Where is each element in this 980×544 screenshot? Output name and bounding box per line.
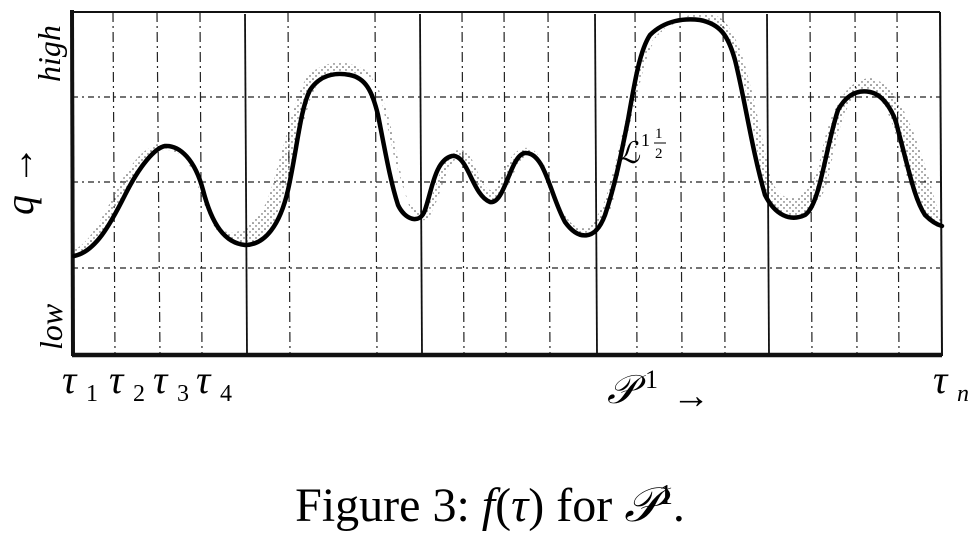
annotation-sup: 1 — [641, 130, 650, 150]
x-tick-tau2: τ — [109, 357, 125, 402]
x-tick-tau3: τ — [153, 357, 169, 402]
caption-paren-close: ) — [528, 479, 545, 532]
curve-annotation: ℒ 1 1 2 — [618, 126, 666, 170]
svg-text:→: → — [672, 375, 710, 417]
x-axis-title: 𝒫 1 → — [607, 365, 710, 417]
x-tick-tau4: τ — [196, 357, 212, 402]
caption-prefix: Figure 3: — [295, 479, 470, 532]
x-tick-tau3-sub: 3 — [177, 381, 189, 407]
y-axis-title: q → — [0, 145, 42, 215]
x-tick-taun: τ — [933, 357, 949, 402]
plot-frame — [70, 9, 943, 358]
caption-paren-open: ( — [495, 479, 512, 532]
caption-sup: 1 — [658, 480, 673, 511]
x-tick-taun-sub: n — [957, 381, 969, 407]
figure-caption: Figure 3: f(τ) for 𝒫1. — [0, 478, 980, 534]
y-label-high: high — [31, 25, 67, 82]
x-tick-tau4-sub: 4 — [220, 381, 232, 407]
caption-end: . — [672, 479, 685, 532]
caption-symbol: 𝒫 — [624, 479, 659, 532]
vertical-gridlines — [112, 11, 900, 356]
svg-text:𝒫: 𝒫 — [607, 367, 647, 412]
y-axis-labels: high q → low — [0, 25, 69, 350]
annotation-symbol: ℒ — [618, 137, 641, 170]
x-tick-labels: τ 1 τ 2 τ 3 τ 4 τ n — [62, 357, 969, 407]
y-label-low: low — [33, 303, 69, 350]
annotation-frac-den: 2 — [655, 146, 663, 162]
x-tick-tau2-sub: 2 — [133, 381, 145, 407]
f-tau-curve — [71, 17, 945, 259]
annotation-frac-num: 1 — [655, 126, 663, 142]
caption-for: for — [556, 479, 613, 532]
svg-text:1: 1 — [645, 365, 658, 394]
caption-var: τ — [511, 479, 529, 532]
caption-func: f — [481, 479, 496, 532]
x-tick-tau1-sub: 1 — [86, 381, 98, 407]
x-tick-tau1: τ — [62, 357, 78, 402]
